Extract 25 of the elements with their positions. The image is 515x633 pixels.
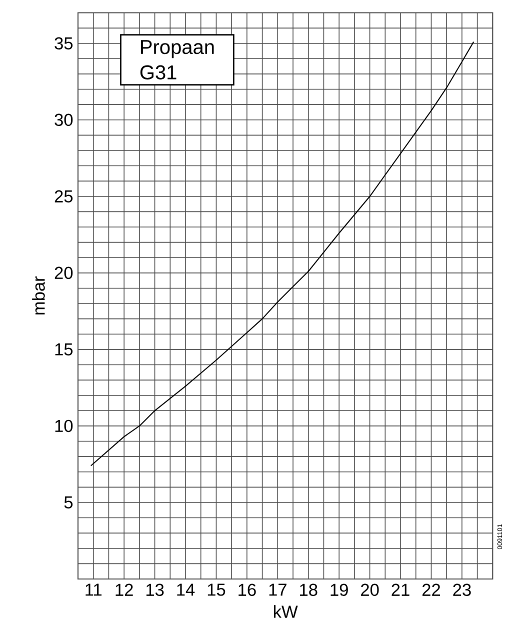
x-tick-label: 15	[208, 584, 226, 596]
x-tick-label: 18	[300, 584, 318, 596]
x-tick-label: 11	[86, 584, 102, 596]
y-tick-label: 25	[54, 190, 73, 203]
x-tick-label: 19	[330, 584, 348, 596]
x-tick-label: 16	[238, 584, 256, 596]
annotation: Propaan	[141, 40, 214, 58]
x-tick-label: 14	[177, 584, 195, 596]
x-axis-title: kW	[274, 605, 298, 618]
y-tick-label: 5	[64, 496, 73, 509]
y-tick-label: 10	[55, 420, 73, 432]
x-tick-label: 17	[269, 584, 286, 596]
y-axis-title: mbar	[32, 276, 45, 314]
x-tick-label: 22	[422, 584, 440, 596]
x-tick-label: 20	[361, 584, 379, 596]
x-tick-label: 12	[116, 584, 133, 596]
y-tick-label: 15	[55, 343, 73, 356]
x-tick-label: 21	[392, 584, 410, 596]
x-tick-label: 13	[146, 584, 164, 596]
annotation: G31	[140, 65, 176, 80]
y-tick-label: 30	[54, 114, 73, 126]
y-tick-label: 35	[54, 37, 73, 50]
x-tick-label: 23	[453, 584, 471, 596]
line-series	[90, 41, 474, 466]
y-tick-label: 20	[54, 266, 73, 280]
